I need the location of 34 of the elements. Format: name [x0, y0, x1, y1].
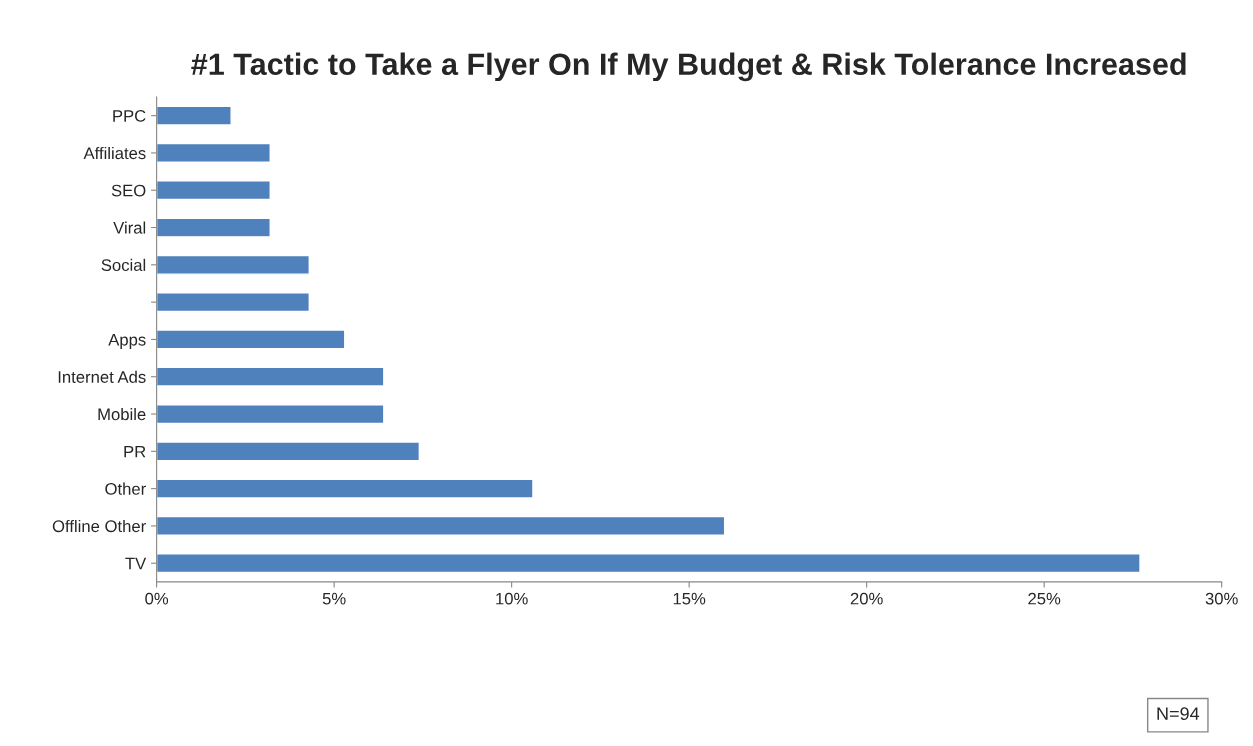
x-tick-label: 5%: [322, 592, 346, 605]
bar: [156, 478, 534, 499]
text: N=94: [1157, 707, 1200, 721]
bar: [156, 366, 385, 387]
y-tick-label: Offline Other: [52, 519, 146, 533]
bar: [156, 515, 726, 536]
y-tick-label: Apps: [108, 334, 146, 349]
bar: [156, 217, 271, 238]
y-tick-label: SEO: [111, 184, 146, 197]
x-tick-label: 20%: [850, 592, 883, 605]
y-tick-label: PR: [124, 445, 146, 458]
bar: [156, 441, 421, 462]
chart-title: #1 Tactic to Take a Flyer On If My Budget & Risk Tolerance Increased: [191, 52, 1186, 82]
bar: [156, 404, 385, 425]
y-tick-label: Mobile: [98, 407, 146, 421]
y-tick-label: TV: [125, 557, 147, 570]
y-tick-label: Affiliates: [83, 146, 146, 160]
y-tick-label: Social: [101, 258, 146, 272]
y-tick-label: Internet Ads: [58, 370, 146, 383]
bar: [156, 142, 271, 163]
y-tick-label: PPC: [113, 110, 146, 122]
bar: [156, 180, 271, 201]
bar: [156, 105, 232, 126]
x-tick-label: 25%: [1028, 592, 1061, 605]
bar: [156, 329, 346, 350]
x-tick-label: 0%: [145, 592, 169, 605]
x-tick-label: 15%: [673, 592, 706, 605]
y-tick-label: Viral: [113, 221, 146, 234]
bar: [156, 292, 310, 313]
x-tick-label: 30%: [1205, 592, 1238, 605]
y-tick-label: Other: [105, 482, 146, 495]
bar: [156, 553, 1141, 574]
bar: [156, 254, 310, 275]
x-tick-label: 10%: [496, 592, 528, 605]
